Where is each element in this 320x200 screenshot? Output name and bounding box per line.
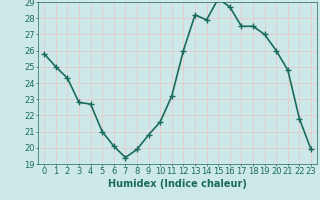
X-axis label: Humidex (Indice chaleur): Humidex (Indice chaleur) — [108, 179, 247, 189]
